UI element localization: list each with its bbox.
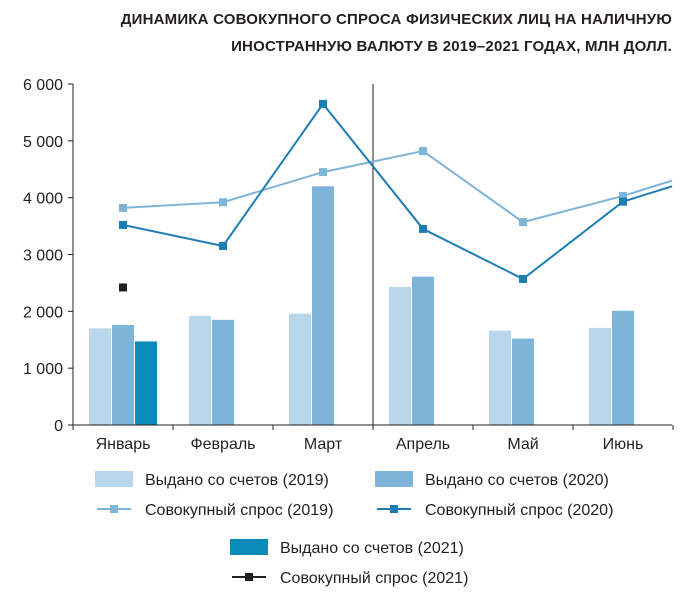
point-1-4 [419, 147, 427, 156]
point-2-1 [119, 220, 127, 229]
axes-layer [68, 83, 674, 430]
y-tick-label-0: 0 [54, 418, 63, 435]
point-2-2 [219, 241, 227, 250]
legend-label-3: Совокупный спрос (2019) [145, 502, 333, 519]
bar-1-3 [289, 313, 311, 425]
bar-2-2 [212, 319, 234, 425]
legend-marker-3 [110, 505, 118, 513]
bars-layer [89, 186, 634, 425]
y-tick-label-1: 1 000 [23, 361, 63, 378]
chart-title-line-1: ДИНАМИКА СОВОКУПНОГО СПРОСА ФИЗИЧЕСКИХ Л… [120, 11, 672, 28]
point-2-5 [519, 274, 527, 283]
bar-1-1 [89, 328, 111, 425]
x-tick-label-2: Февраль [190, 436, 255, 453]
bar-2-1 [112, 324, 134, 425]
bar-2-4 [412, 276, 434, 425]
legend-swatch-5 [230, 539, 268, 555]
y-tick-label-5: 5 000 [23, 134, 63, 151]
legend-label-6: Совокупный спрос (2021) [280, 570, 468, 587]
point-3-1 [119, 283, 127, 292]
legend-label-1: Выдано со счетов (2019) [145, 472, 329, 489]
bar-1-4 [389, 286, 411, 425]
bar-2-3 [312, 186, 334, 425]
y-tick-label-6: 6 000 [23, 77, 63, 94]
x-tick-label-5: Май [507, 436, 538, 453]
point-2-3 [319, 99, 327, 108]
legend: Выдано со счетов (2019) Выдано со счетов … [95, 471, 613, 587]
line-series-1 [122, 149, 673, 224]
legend-marker-4 [390, 505, 398, 513]
y-tick-label-3: 3 000 [23, 248, 63, 265]
bar-1-2 [189, 315, 211, 425]
chart-title: ДИНАМИКА СОВОКУПНОГО СПРОСА ФИЗИЧЕСКИХ Л… [0, 6, 672, 60]
legend-marker-6 [245, 573, 253, 581]
y-tick-label-2: 2 000 [23, 304, 63, 321]
point-1-1 [119, 203, 127, 212]
legend-label-2: Выдано со счетов (2020) [425, 472, 609, 489]
bar-3-1 [135, 341, 157, 425]
bar-2-5 [512, 338, 534, 425]
point-1-3 [319, 168, 327, 177]
legend-label-5: Выдано со счетов (2021) [280, 540, 464, 557]
y-tick-label-4: 4 000 [23, 191, 63, 208]
legend-swatch-1 [95, 471, 133, 487]
legend-swatch-2 [375, 471, 413, 487]
labels-layer: 0 1 000 2 000 3 000 4 000 5 000 6 000 Январь Фев… [23, 77, 643, 453]
x-tick-label-4: Апрель [396, 436, 450, 453]
bar-2-6 [612, 310, 634, 425]
x-tick-label-3: Март [304, 436, 343, 453]
lines-layer [119, 99, 673, 292]
x-tick-label-1: Январь [96, 436, 151, 453]
chart-title-line-2: ИНОСТРАННУЮ ВАЛЮТУ В 2019–2021 ГОДАХ, МЛ… [231, 38, 672, 55]
bar-1-5 [489, 330, 511, 425]
bar-1-6 [589, 327, 611, 425]
point-1-2 [219, 198, 227, 207]
x-tick-label-6: Июнь [603, 436, 644, 453]
point-1-6 [619, 191, 627, 200]
line-series-2 [122, 102, 673, 281]
point-2-6 [619, 197, 627, 206]
point-1-5 [519, 218, 527, 227]
point-2-4 [419, 224, 427, 233]
legend-label-4: Совокупный спрос (2020) [425, 502, 613, 519]
